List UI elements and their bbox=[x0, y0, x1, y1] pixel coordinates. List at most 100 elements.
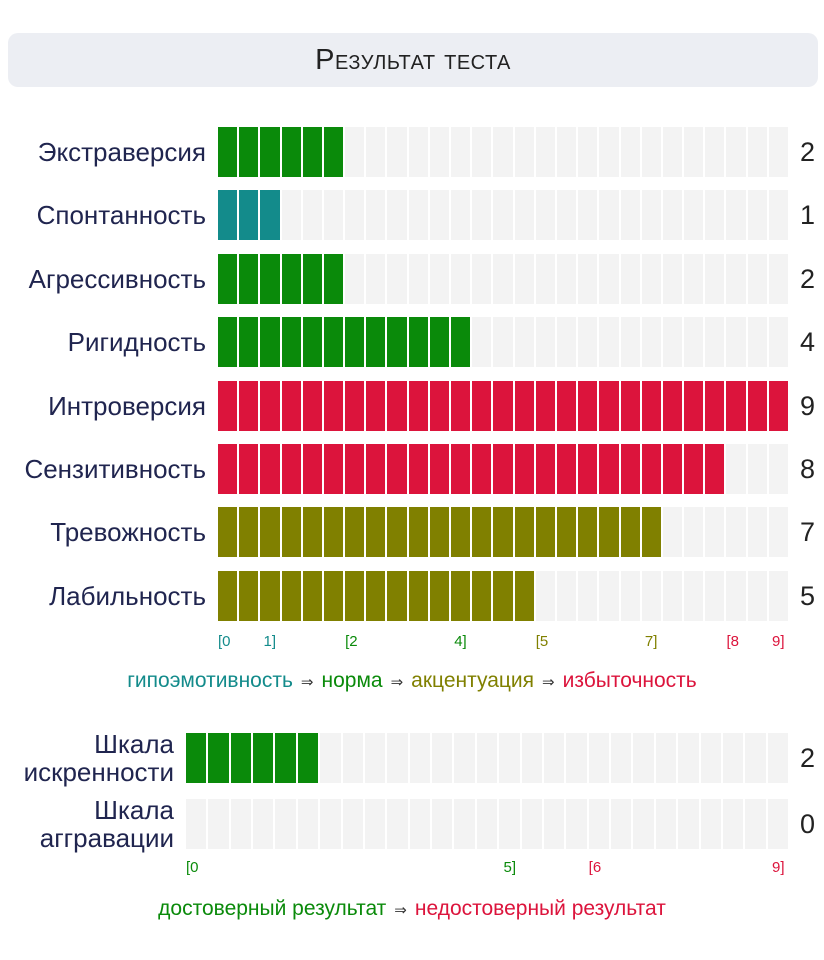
bar-cell bbox=[429, 570, 452, 621]
bar-cell bbox=[297, 733, 321, 783]
bar-cell bbox=[641, 380, 663, 431]
bar-cell bbox=[387, 799, 410, 849]
bar-cell bbox=[408, 507, 430, 558]
bar-cell bbox=[208, 799, 231, 849]
bar-cell bbox=[684, 317, 706, 368]
bar-cell bbox=[302, 190, 324, 241]
bar-cell bbox=[566, 799, 589, 849]
bar-cell bbox=[345, 190, 367, 241]
bar-cell bbox=[633, 799, 656, 849]
bar-cell bbox=[387, 317, 409, 368]
bar bbox=[218, 317, 790, 368]
bar-cell bbox=[747, 380, 769, 431]
bar-cell bbox=[260, 570, 282, 621]
bar-cell bbox=[387, 444, 409, 494]
bar-cell bbox=[302, 444, 324, 494]
tick-label: 1] bbox=[263, 633, 277, 650]
arrow-icon: ⇒ bbox=[542, 674, 555, 691]
bar-cell bbox=[472, 380, 494, 431]
bar-cell bbox=[662, 317, 685, 368]
bar-cell bbox=[768, 444, 790, 494]
value-label: 2 bbox=[800, 137, 816, 167]
bar-cell bbox=[260, 317, 282, 368]
bar-cell bbox=[599, 444, 621, 494]
bar-cell bbox=[281, 127, 303, 177]
bar-cell bbox=[387, 507, 409, 558]
bar-cell bbox=[684, 380, 706, 431]
bar-cell bbox=[556, 127, 579, 177]
bar-cell bbox=[429, 127, 452, 177]
tick-label: [6 bbox=[588, 859, 602, 876]
bar-cell bbox=[472, 317, 494, 368]
bar-cell bbox=[620, 507, 642, 558]
bar-cell bbox=[472, 127, 494, 177]
bar-cell bbox=[556, 444, 579, 494]
legend-item: достоверный результат bbox=[158, 897, 387, 920]
bar-cell bbox=[599, 570, 621, 621]
tick-label: 4] bbox=[454, 633, 467, 650]
bar-cell bbox=[514, 190, 536, 241]
bar-cell bbox=[611, 733, 634, 783]
bar-cell bbox=[323, 253, 346, 304]
bar-cell bbox=[387, 127, 409, 177]
bar bbox=[186, 799, 790, 849]
bar-cell bbox=[260, 253, 282, 304]
bar-cell bbox=[239, 253, 261, 304]
bar-cell bbox=[260, 127, 282, 177]
bar bbox=[218, 444, 790, 494]
bar-cell bbox=[429, 507, 452, 558]
bar-cell bbox=[408, 127, 430, 177]
bar-cell bbox=[429, 317, 452, 368]
bar-cell bbox=[747, 253, 769, 304]
bar-cell bbox=[620, 190, 642, 241]
bar-cell bbox=[514, 380, 536, 431]
bar-cell bbox=[599, 507, 621, 558]
bar-cell bbox=[726, 570, 748, 621]
bar-cell bbox=[408, 380, 430, 431]
bar-cell bbox=[239, 380, 261, 431]
bar-cell bbox=[684, 127, 706, 177]
bar-cell bbox=[239, 444, 261, 494]
value-label: 0 bbox=[800, 809, 816, 839]
bar-cell bbox=[451, 380, 473, 431]
bar-cell bbox=[700, 799, 723, 849]
bar-cell bbox=[218, 507, 240, 558]
bar-cell bbox=[556, 380, 579, 431]
bar-cell bbox=[747, 507, 769, 558]
tick-label: 7] bbox=[644, 633, 658, 650]
bar-cell bbox=[662, 190, 685, 241]
bar-cell bbox=[302, 507, 324, 558]
bar-cell bbox=[768, 127, 790, 177]
bar-cell bbox=[239, 507, 261, 558]
bar-cell bbox=[705, 127, 727, 177]
arrow-icon: ⇒ bbox=[300, 674, 314, 691]
bar-cell bbox=[239, 317, 261, 368]
bar-cell bbox=[620, 127, 642, 177]
bar-cell bbox=[432, 799, 455, 849]
bar-cell bbox=[345, 127, 367, 177]
bar-cell bbox=[578, 127, 600, 177]
bar-cell bbox=[364, 799, 388, 849]
tick-label: 9] bbox=[772, 859, 785, 876]
bar-cell bbox=[543, 799, 567, 849]
bar bbox=[218, 190, 790, 241]
bar-cell bbox=[408, 253, 430, 304]
bar-cell bbox=[599, 317, 621, 368]
bar-cell bbox=[281, 444, 303, 494]
category-label: Агрессивность bbox=[28, 263, 206, 294]
bar bbox=[218, 253, 790, 304]
bar-cell bbox=[342, 733, 365, 783]
bar-cell bbox=[476, 799, 500, 849]
bar-cell bbox=[747, 127, 769, 177]
bar-cell bbox=[493, 570, 515, 621]
bar-cell bbox=[556, 507, 579, 558]
bar-cell bbox=[281, 190, 303, 241]
bar-cell bbox=[726, 444, 748, 494]
bar-cell bbox=[366, 127, 388, 177]
bar-cell bbox=[429, 190, 452, 241]
bar-cell bbox=[208, 733, 231, 783]
bar-cell bbox=[726, 380, 748, 431]
bar-cell bbox=[662, 127, 685, 177]
bar-cell bbox=[345, 507, 367, 558]
bar-cell bbox=[535, 380, 557, 431]
